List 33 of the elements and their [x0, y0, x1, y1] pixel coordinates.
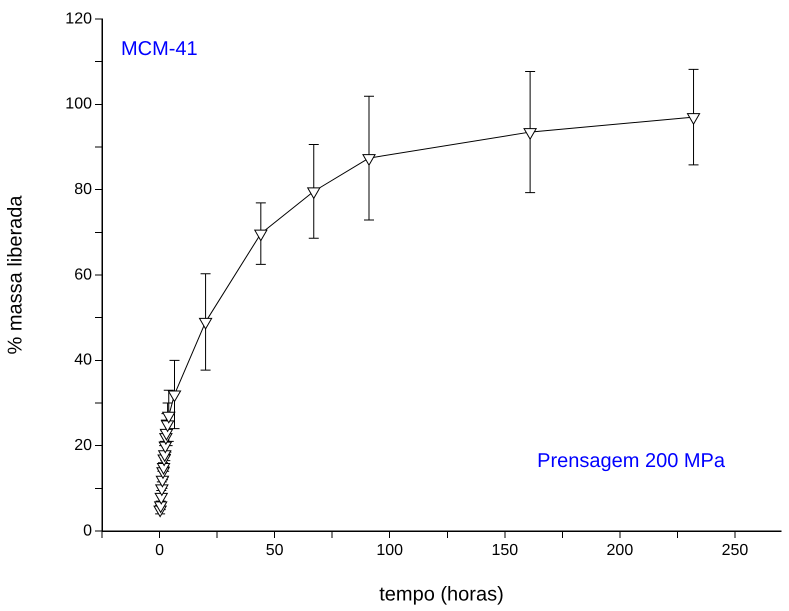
point — [362, 154, 376, 166]
annotation: Prensagem 200 MPa — [537, 450, 725, 473]
y-tick-label: 0 — [83, 522, 92, 540]
point — [686, 113, 700, 125]
y-tick-label: 20 — [74, 437, 92, 454]
y-tick-label: 100 — [65, 96, 92, 113]
point — [154, 492, 168, 504]
point — [162, 412, 176, 424]
point — [524, 128, 537, 140]
y-tick-label: 40 — [74, 352, 92, 369]
point — [168, 390, 182, 402]
point — [199, 318, 212, 330]
y-tick-label: 80 — [74, 181, 92, 198]
x-tick-label: 150 — [491, 542, 518, 560]
y-tick-label: 60 — [74, 266, 92, 284]
point — [156, 476, 169, 488]
x-tick-label: 100 — [376, 542, 404, 560]
x-tick-label: 250 — [722, 542, 748, 560]
point — [160, 428, 174, 440]
point — [155, 484, 168, 496]
point — [157, 463, 170, 474]
point — [161, 420, 174, 432]
annotation: MCM-41 — [121, 38, 198, 61]
point — [307, 187, 320, 199]
x-tick-label: 0 — [155, 542, 164, 560]
y-axis-title: % massa liberada — [4, 194, 27, 354]
point — [254, 230, 268, 242]
point — [158, 450, 172, 462]
x-tick-label: 200 — [606, 542, 634, 560]
x-axis-title: tempo (horas) — [379, 584, 504, 606]
y-tick-label: 120 — [65, 10, 92, 28]
x-tick-label: 50 — [266, 542, 284, 560]
point — [158, 442, 172, 454]
